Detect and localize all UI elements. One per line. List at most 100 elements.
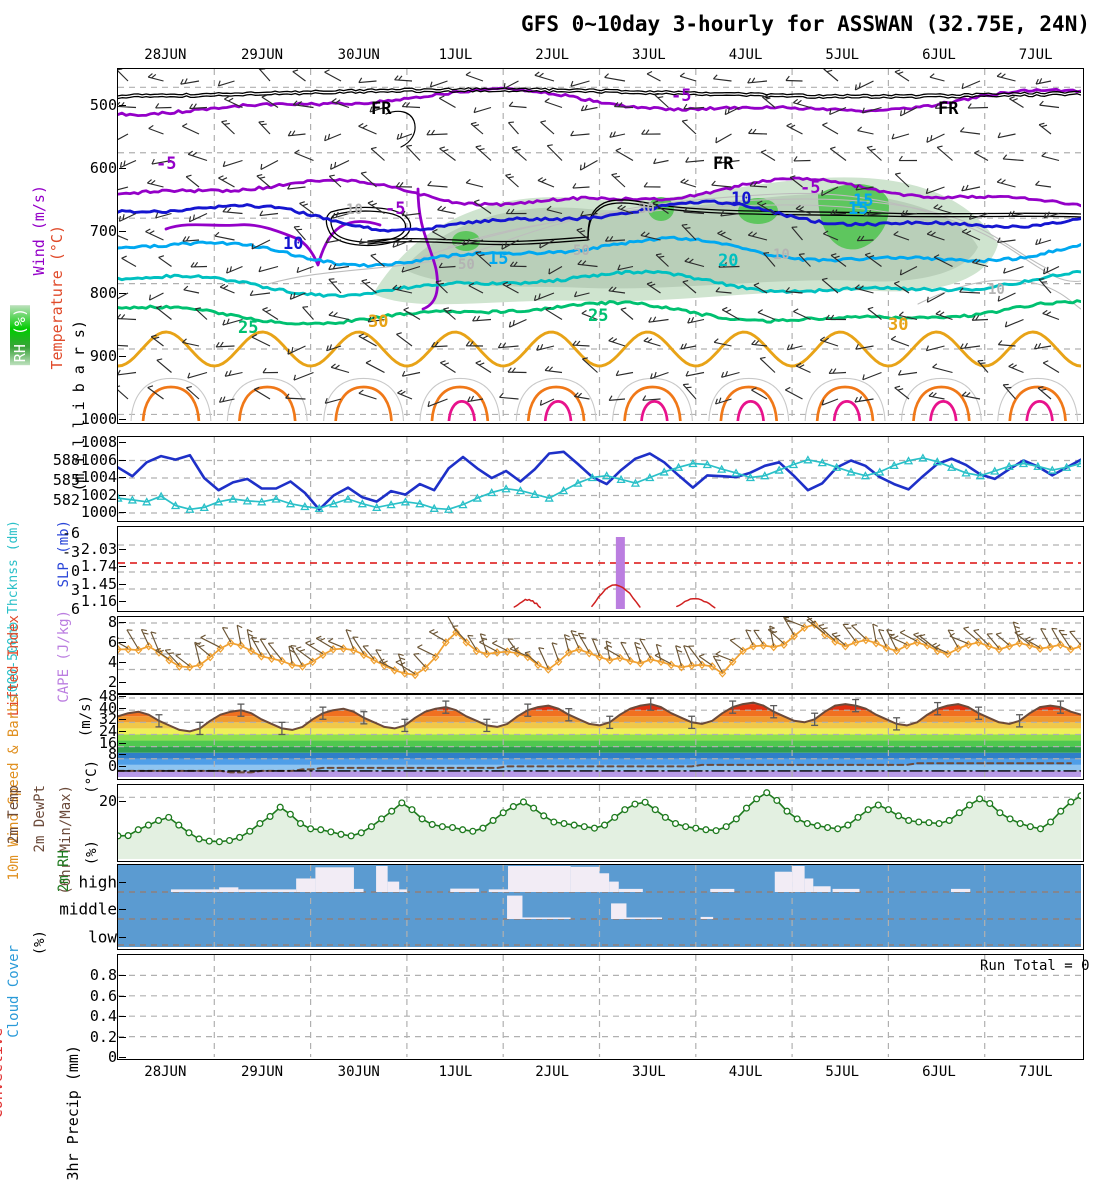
wind-barb: [306, 641, 323, 654]
wind-barb: [476, 361, 491, 373]
contour-label-10: 10: [731, 189, 751, 209]
wind-barb: [438, 206, 456, 213]
contour-label-25: 25: [238, 318, 258, 338]
contour-label--5: -5: [800, 178, 820, 198]
wind-barb: [190, 104, 207, 109]
contour-label-10: 10: [346, 202, 363, 218]
wind-barb: [604, 646, 620, 657]
cloud-bar-high-2: [238, 889, 296, 892]
panel-2m-temp[interactable]: [117, 694, 1084, 780]
y-tick-mark: [119, 909, 126, 910]
y-tick-mark: [119, 743, 126, 744]
rh-marker: [490, 818, 496, 824]
rh-marker: [277, 804, 283, 810]
wind-barb: [257, 69, 270, 81]
wind-barb: [682, 120, 696, 134]
rh-marker: [1068, 799, 1074, 805]
y-tick-mark: [119, 662, 126, 663]
wind-barb: [785, 387, 802, 399]
lifted-index-line: [514, 599, 540, 607]
contour-label-FR: FR: [713, 154, 734, 174]
cloud-bar-middle-4: [701, 917, 714, 919]
rh-marker: [551, 819, 557, 825]
wind-barb: [616, 371, 633, 376]
wind-barb: [118, 69, 128, 81]
rh-marker: [855, 814, 861, 820]
wind-barb: [118, 186, 128, 192]
panel-cloud-cover[interactable]: [117, 864, 1084, 950]
wind-barb: [794, 156, 811, 161]
rh-marker: [825, 825, 831, 831]
wind-barb: [581, 105, 597, 111]
panel-cape-lifted-index[interactable]: [117, 526, 1084, 612]
cloud-bar-high-16: [710, 889, 734, 892]
rh-marker: [510, 804, 516, 810]
rh-marker: [146, 822, 152, 828]
wind-barb: [535, 72, 554, 81]
wind-barb: [428, 181, 448, 187]
wind-barb: [681, 343, 696, 349]
wind-barb: [647, 71, 660, 81]
wind-barb: [237, 625, 242, 644]
panel-3hr-precip[interactable]: [117, 954, 1084, 1060]
wind-barb: [366, 360, 384, 372]
wind-barb: [655, 94, 669, 108]
wind-barb: [545, 366, 562, 372]
y-tick-mark: [119, 622, 126, 623]
contour-label-30: 30: [888, 315, 908, 335]
rh-marker: [723, 824, 729, 830]
wind-barb: [479, 640, 497, 652]
x-tick-4jul: 4JUL: [729, 47, 763, 63]
rh-marker: [703, 827, 709, 833]
isotherm-40: [1027, 401, 1053, 421]
x-tick-28jun: 28JUN: [144, 47, 186, 63]
cape-bar: [616, 537, 625, 609]
y-tick-700: 700: [90, 222, 117, 240]
wind-barb: [260, 639, 271, 658]
wind-barb: [293, 70, 306, 81]
cloud-bar-high-13: [600, 873, 610, 892]
wind-barb: [852, 625, 866, 639]
y-tick-588: 588: [53, 451, 80, 469]
wind-barb: [359, 123, 377, 134]
axis-label-precip-unit: 3hr Precip (mm): [64, 1045, 82, 1180]
wind-barb: [1004, 267, 1024, 274]
y-tick-mark: [119, 549, 126, 550]
rh-marker: [470, 828, 476, 834]
wind-barb: [476, 146, 491, 161]
wind-barb: [927, 134, 945, 142]
wind-barb: [303, 307, 314, 320]
wind-barb: [397, 133, 412, 139]
x-tick-4jul: 4JUL: [729, 1064, 763, 1080]
wind-barb: [564, 635, 570, 652]
rh-marker: [298, 821, 304, 827]
wind-barb: [997, 179, 1015, 187]
rh-marker: [429, 822, 435, 828]
wind-barb: [261, 161, 278, 170]
rh-marker: [379, 816, 385, 822]
rh-marker: [997, 810, 1003, 816]
wind-barb: [749, 129, 767, 134]
isotherm-35: [432, 387, 488, 421]
wind-barb: [325, 70, 341, 81]
panel-10m-wind[interactable]: [117, 616, 1084, 694]
wind-barb: [157, 359, 172, 373]
panel-slp-thickness[interactable]: [117, 436, 1084, 522]
wind-barb: [761, 150, 775, 161]
wind-barb: [329, 279, 341, 293]
y-tick-mark: [119, 512, 126, 513]
isotherm-35: [336, 387, 392, 421]
wind-barb: [402, 102, 420, 107]
wind-barb: [118, 370, 136, 375]
wind-barb: [972, 315, 988, 320]
wind-barb: [227, 266, 243, 273]
wind-barb: [824, 69, 838, 81]
wind-barb: [1036, 181, 1051, 187]
rh-marker: [622, 807, 628, 813]
wind-barb: [396, 182, 412, 187]
wind-barb: [960, 343, 980, 348]
panel-2m-rh[interactable]: [117, 784, 1084, 862]
wind-barb: [609, 337, 625, 346]
wind-barb: [509, 320, 526, 328]
